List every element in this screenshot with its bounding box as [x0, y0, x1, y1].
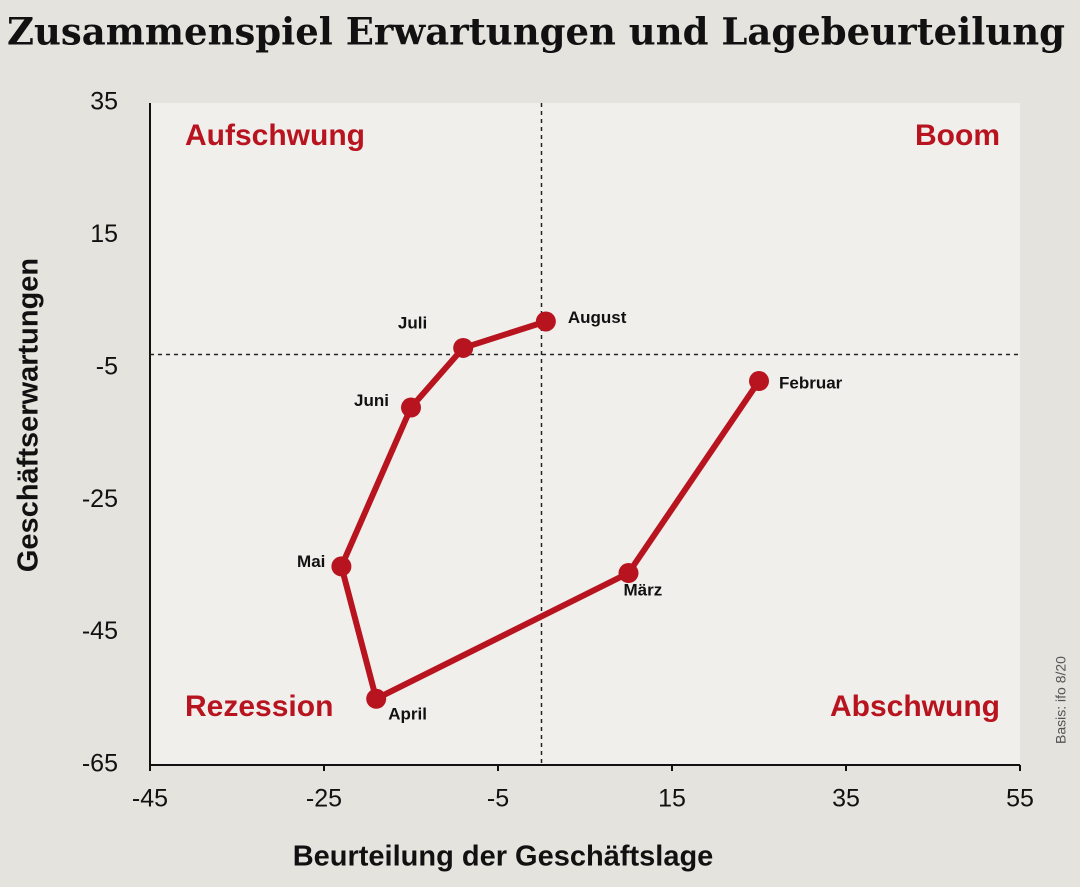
source-note: Basis: ifo 8/20 [1053, 656, 1069, 744]
y-tick-label: 15 [90, 220, 118, 248]
quadrant-label: Abschwung [830, 690, 1000, 723]
y-tick-label: 35 [90, 88, 118, 116]
y-tick-label: -5 [96, 352, 118, 380]
quadrant-label: Aufschwung [185, 119, 365, 152]
y-tick-label: -65 [82, 750, 118, 778]
x-tick-label: -25 [306, 785, 342, 813]
y-tick-label: -45 [82, 617, 118, 645]
x-axis-label: Beurteilung der Geschäftslage [293, 841, 714, 873]
x-tick-label: -45 [132, 785, 168, 813]
point-label: April [388, 704, 427, 723]
data-point [535, 311, 556, 332]
point-label: Mai [297, 552, 325, 571]
x-tick-label: 55 [1006, 785, 1034, 813]
plot-area [150, 103, 1020, 765]
x-tick-label: -5 [487, 785, 509, 813]
point-label: März [624, 581, 663, 600]
point-label: Juni [354, 391, 389, 410]
chart-title: Zusammenspiel Erwartungen und Lagebeurte… [7, 10, 1065, 54]
data-point [366, 688, 387, 709]
point-label: Februar [779, 374, 843, 393]
data-point [453, 337, 474, 358]
point-label: Juli [398, 313, 427, 332]
data-point [749, 371, 769, 392]
data-point [401, 397, 421, 418]
data-point [618, 563, 639, 584]
x-tick-label: 15 [658, 785, 686, 813]
point-label: August [568, 308, 627, 327]
quadrant-label: Rezession [185, 690, 333, 723]
quadrant-label: Boom [915, 119, 1000, 152]
y-axis-label: Geschäftserwartungen [13, 258, 45, 572]
y-tick-label: -25 [82, 485, 118, 513]
x-tick-label: 35 [832, 785, 860, 813]
data-point [331, 556, 352, 577]
